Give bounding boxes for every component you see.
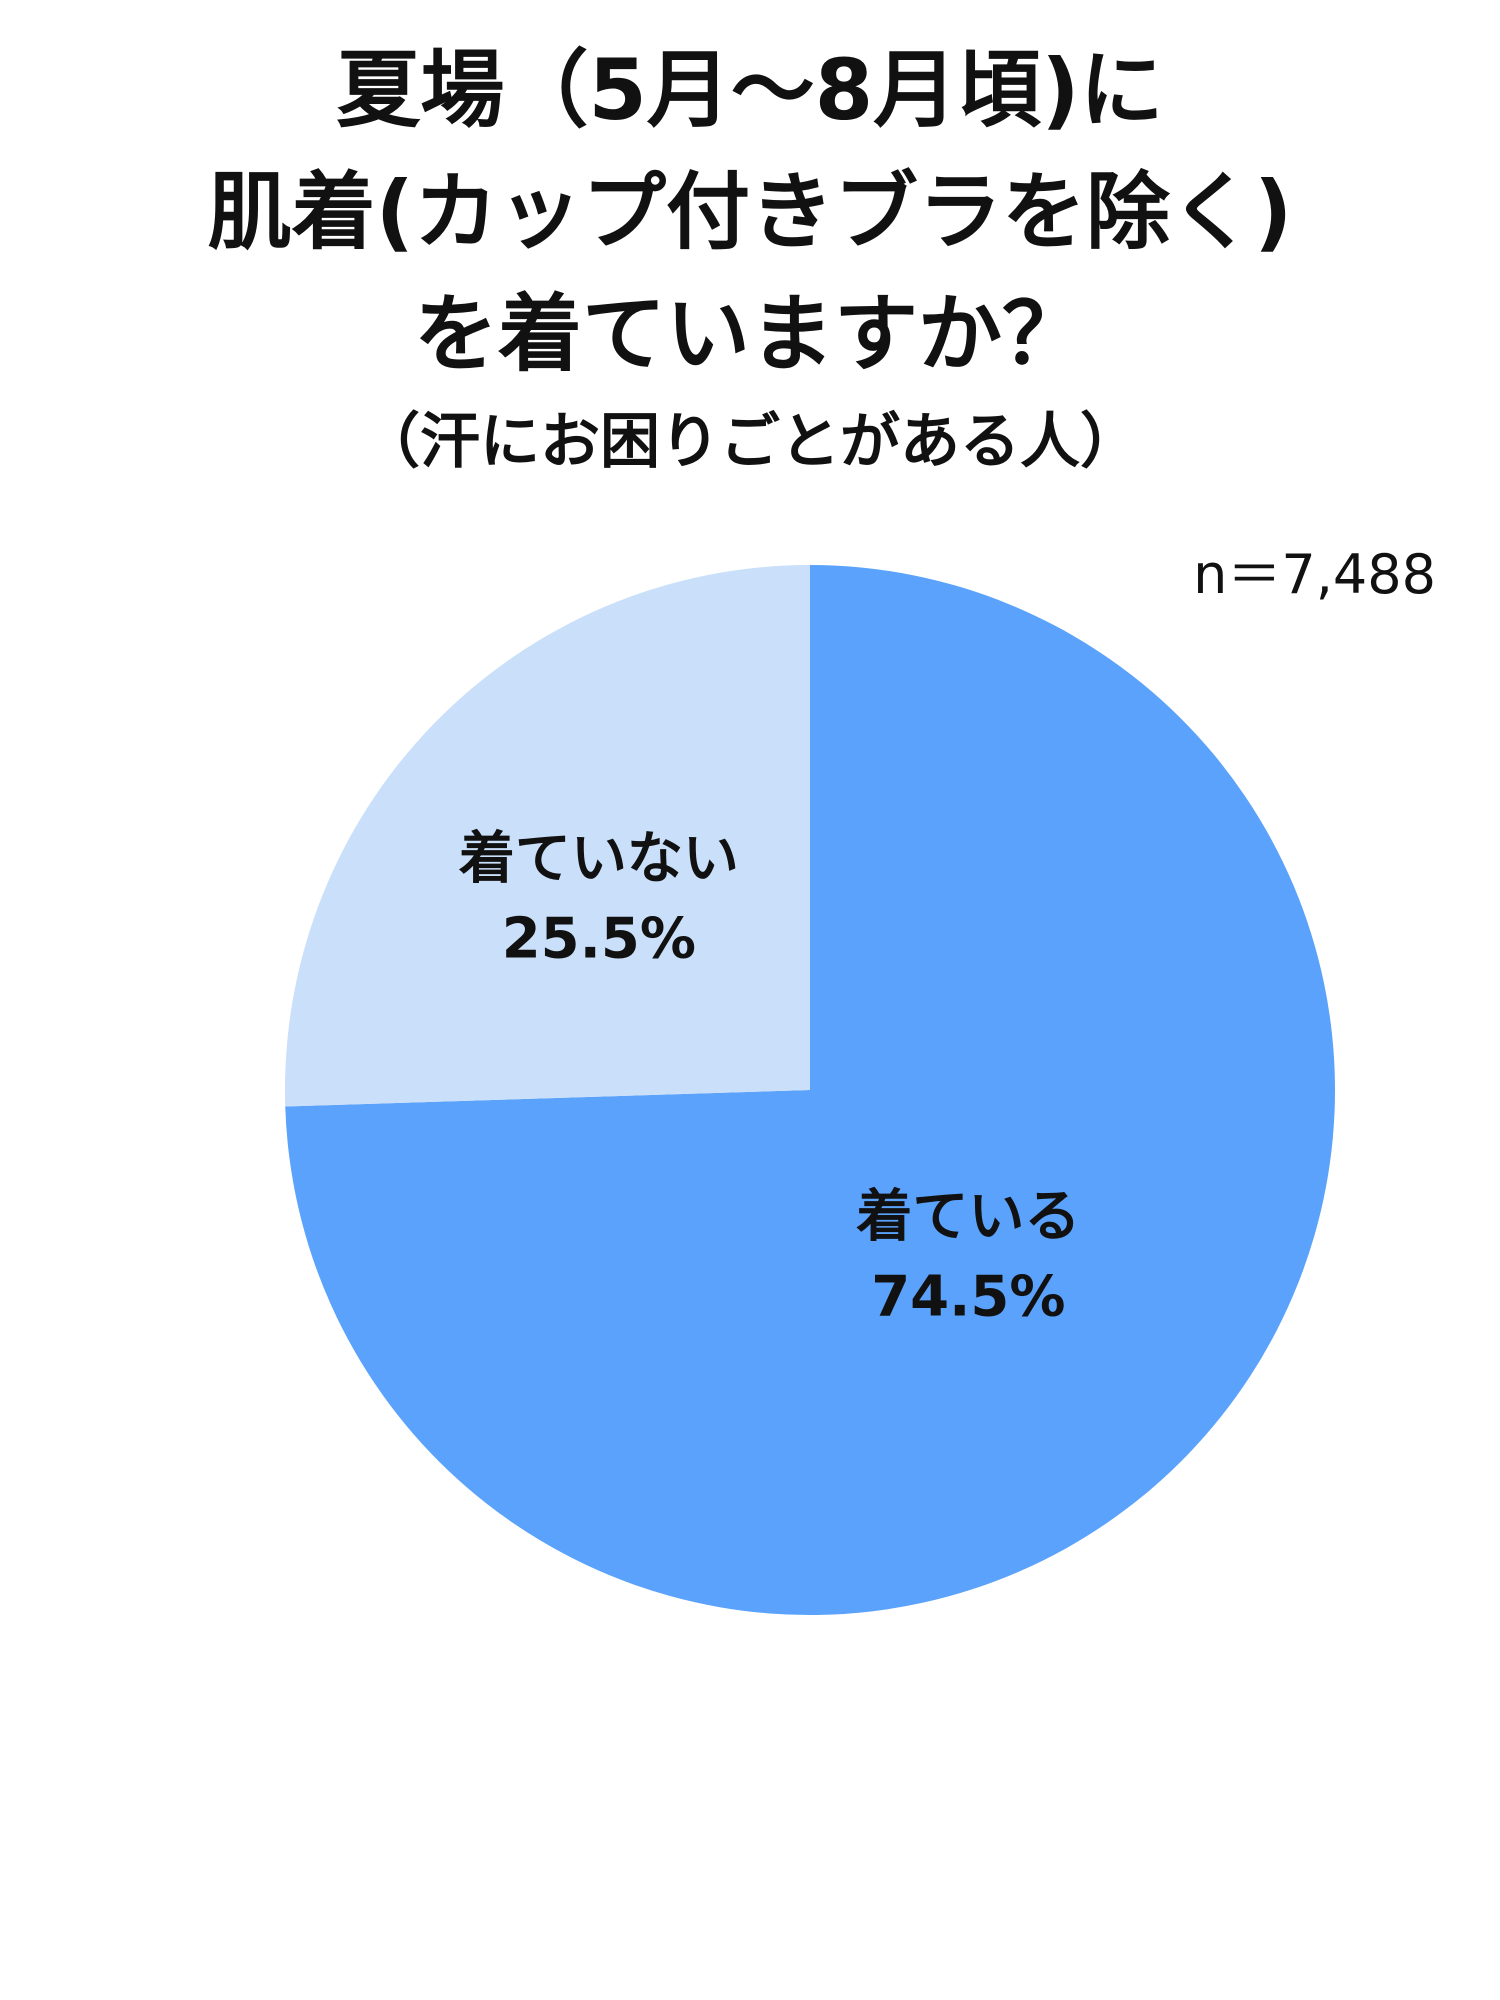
sample-size-label: n＝7,488: [1193, 543, 1436, 606]
chart-title-line-2: 肌着(カップ付きブラを除く): [207, 163, 1293, 261]
pie-slice-2: [285, 565, 810, 1107]
pie-slice-label-2: 着ていない: [459, 826, 739, 891]
chart-title-line-3: を着ていますか？: [413, 285, 1086, 383]
pie-slice-value-2: 25.5%: [502, 906, 696, 971]
chart-title-line-1: 夏場（5月〜8月頃)に: [336, 41, 1164, 139]
pie-slice-value-1: 74.5%: [871, 1264, 1065, 1329]
pie-slice-label-1: 着ている: [856, 1184, 1080, 1249]
pie-slice-1: [285, 565, 1336, 1616]
chart-subtitle: （汗にお困りごとがある人）: [360, 407, 1140, 477]
